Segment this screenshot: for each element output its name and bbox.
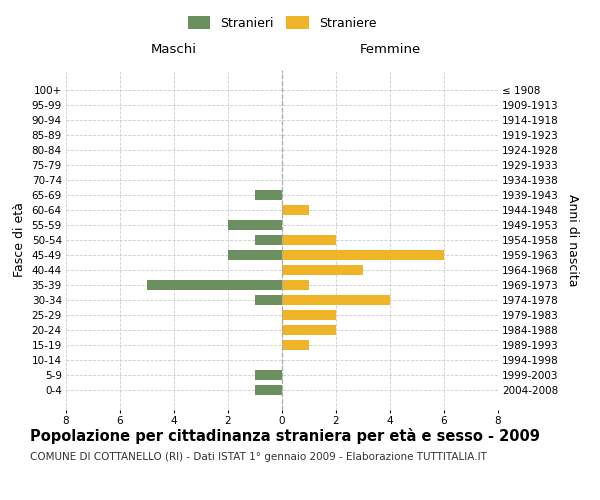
Bar [282, 310, 336, 320]
Legend: Stranieri, Straniere: Stranieri, Straniere [183, 11, 381, 35]
Bar [282, 250, 444, 260]
Bar [282, 340, 309, 349]
Bar [282, 235, 336, 245]
Y-axis label: Fasce di età: Fasce di età [13, 202, 26, 278]
Bar [255, 235, 282, 245]
Bar [228, 220, 282, 230]
Text: Maschi: Maschi [151, 44, 197, 57]
Text: COMUNE DI COTTANELLO (RI) - Dati ISTAT 1° gennaio 2009 - Elaborazione TUTTITALIA: COMUNE DI COTTANELLO (RI) - Dati ISTAT 1… [30, 452, 487, 462]
Bar [282, 325, 336, 334]
Bar [228, 250, 282, 260]
Y-axis label: Anni di nascita: Anni di nascita [566, 194, 579, 286]
Text: Popolazione per cittadinanza straniera per età e sesso - 2009: Popolazione per cittadinanza straniera p… [30, 428, 540, 444]
Bar [282, 295, 390, 304]
Bar [255, 190, 282, 200]
Bar [147, 280, 282, 290]
Bar [282, 265, 363, 275]
Bar [255, 385, 282, 394]
Bar [282, 205, 309, 215]
Bar [282, 280, 309, 290]
Text: Femmine: Femmine [359, 44, 421, 57]
Bar [255, 295, 282, 304]
Bar [255, 370, 282, 380]
